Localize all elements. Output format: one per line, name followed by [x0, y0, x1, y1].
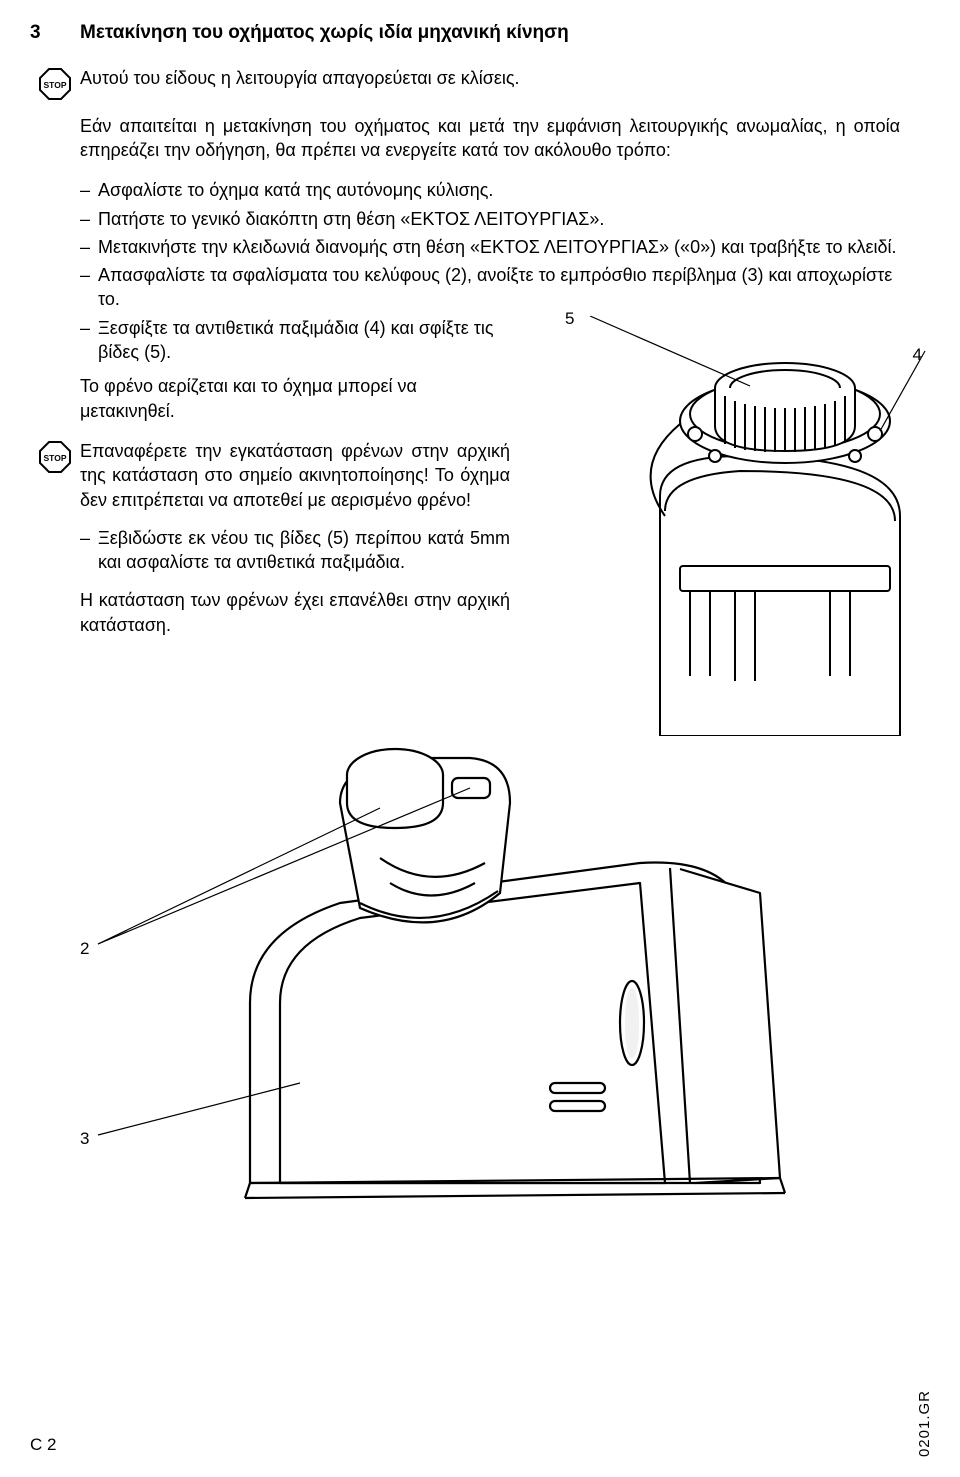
svg-text:STOP: STOP — [44, 80, 67, 90]
page-number: C 2 — [30, 1434, 56, 1457]
warning-text-1: Αυτού του είδους η λειτουργία απαγορεύετ… — [80, 66, 900, 90]
split-region: Ξεσφίξτε τα αντιθετικά παξιμάδια (4) και… — [30, 316, 900, 653]
stop-icon: STOP — [30, 439, 80, 473]
stop-icon: STOP — [30, 66, 80, 100]
bullet-item: Ξεβιδώστε εκ νέου τις βίδες (5) περίπου … — [80, 526, 510, 575]
truck-figure-wrap: 2 3 — [80, 683, 900, 1249]
bullet-list-1: Ασφαλίστε το όχημα κατά της αυτόνομης κύ… — [80, 178, 900, 311]
para-freno: Το φρένο αερίζεται και το όχημα μπορεί ν… — [80, 374, 510, 423]
bullet-item: Ασφαλίστε το όχημα κατά της αυτόνομης κύ… — [80, 178, 900, 202]
svg-text:STOP: STOP — [44, 453, 67, 463]
motor-figure — [530, 316, 930, 736]
split-right: 5 4 — [520, 316, 900, 653]
bullet-item: Πατήστε το γενικό διακόπτη στη θέση «ΕΚΤ… — [80, 207, 900, 231]
split-left: Ξεσφίξτε τα αντιθετικά παξιμάδια (4) και… — [30, 316, 510, 653]
bullet-list-1b: Ξεσφίξτε τα αντιθετικά παξιμάδια (4) και… — [80, 316, 510, 365]
warning-block-2: STOP Επαναφέρετε την εγκατάσταση φρένων … — [30, 439, 510, 512]
section-title: Μετακίνηση του οχήματος χωρίς ιδία μηχαν… — [80, 20, 900, 46]
section-number: 3 — [30, 20, 80, 46]
intro-para: Εάν απαιτείται η μετακίνηση του οχήματος… — [80, 114, 900, 163]
bullet-item: Ξεσφίξτε τα αντιθετικά παξιμάδια (4) και… — [80, 316, 510, 365]
doc-code: 0201.GR — [915, 1390, 935, 1457]
callout-2: 2 — [80, 938, 89, 961]
truck-figure — [80, 683, 910, 1243]
warning-text-2: Επαναφέρετε την εγκατάσταση φρένων στην … — [80, 439, 510, 512]
callout-3: 3 — [80, 1128, 89, 1151]
content-block: Εάν απαιτείται η μετακίνηση του οχήματος… — [80, 114, 900, 312]
bullet-item: Μετακινήστε την κλειδωνιά διανομής στη θ… — [80, 235, 900, 259]
para-final: Η κατάσταση των φρένων έχει επανέλθει στ… — [80, 588, 510, 637]
bullet-item: Απασφαλίστε τα σφαλίσματα του κελύφους (… — [80, 263, 900, 312]
bullet-list-2: Ξεβιδώστε εκ νέου τις βίδες (5) περίπου … — [80, 526, 510, 575]
section-header: 3 Μετακίνηση του οχήματος χωρίς ιδία μηχ… — [30, 20, 900, 66]
warning-block-1: STOP Αυτού του είδους η λειτουργία απαγο… — [30, 66, 900, 100]
